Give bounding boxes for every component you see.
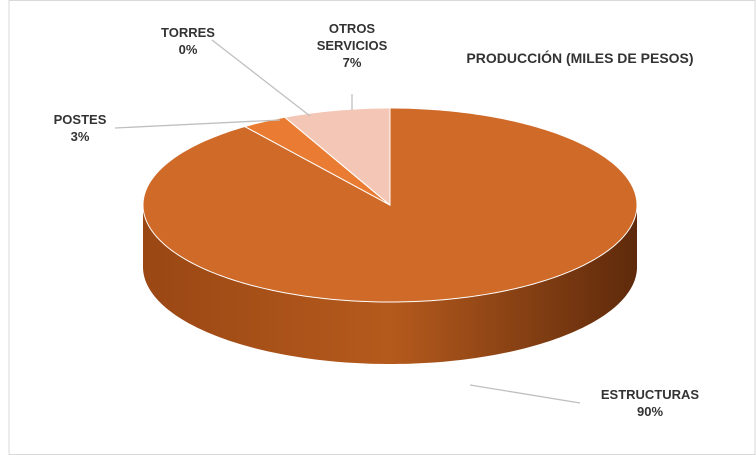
leader-line: [211, 39, 311, 117]
slice: [283, 107, 391, 207]
slice-value-label: 3%: [70, 129, 90, 144]
slice-label: TORRES: [161, 25, 215, 40]
leader-line: [469, 384, 581, 404]
slice-label: ESTRUCTURAS: [600, 387, 700, 402]
slice-value-label: 7%: [342, 55, 362, 70]
leader-line: [114, 119, 281, 129]
slice-label: POSTES: [53, 112, 107, 127]
chart-title: PRODUCCIÓN (MILES DE PESOS): [466, 50, 694, 66]
slice-side: [143, 205, 637, 364]
slice: [243, 116, 391, 206]
slice-value-label: 90%: [636, 404, 664, 419]
slice-value-label: 0%: [178, 42, 198, 57]
slice-label: OTROS SERVICIOS: [316, 21, 388, 53]
